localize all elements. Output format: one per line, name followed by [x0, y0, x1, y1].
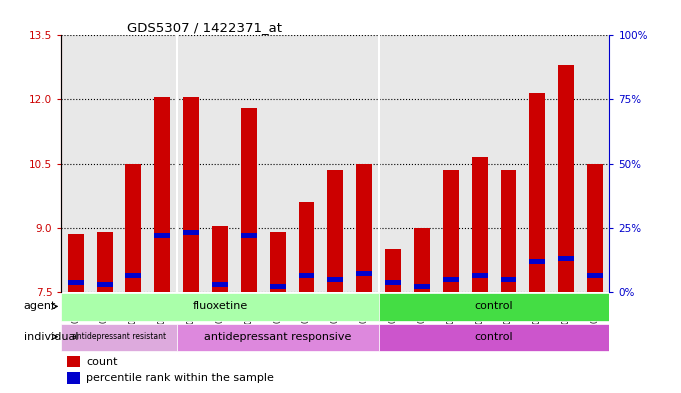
Bar: [125, 273, 142, 278]
Bar: [298, 202, 315, 292]
Text: control: control: [475, 301, 513, 311]
Bar: [414, 284, 430, 289]
Text: individual: individual: [24, 332, 78, 342]
Bar: [125, 163, 142, 292]
Bar: [558, 256, 574, 261]
Bar: [155, 233, 170, 238]
Bar: [558, 65, 574, 292]
Bar: [155, 97, 170, 292]
Bar: [183, 230, 199, 235]
Bar: [379, 294, 609, 321]
Bar: [68, 280, 84, 285]
Bar: [472, 273, 488, 278]
Bar: [67, 356, 80, 367]
Bar: [356, 271, 373, 277]
Bar: [501, 170, 516, 292]
Bar: [270, 284, 285, 289]
Text: GDS5307 / 1422371_at: GDS5307 / 1422371_at: [127, 21, 282, 34]
Bar: [587, 273, 603, 278]
Bar: [385, 280, 401, 285]
Bar: [61, 324, 176, 351]
Text: antidepressant resistant: antidepressant resistant: [72, 332, 166, 341]
Bar: [212, 282, 228, 287]
Bar: [241, 108, 257, 292]
Bar: [68, 234, 84, 292]
Bar: [298, 273, 315, 278]
Bar: [61, 294, 379, 321]
Bar: [97, 282, 112, 287]
Text: fluoxetine: fluoxetine: [192, 301, 248, 311]
Bar: [176, 324, 379, 351]
Bar: [472, 157, 488, 292]
Bar: [356, 163, 373, 292]
Bar: [270, 232, 285, 292]
Bar: [212, 226, 228, 292]
Text: control: control: [475, 332, 513, 342]
Bar: [97, 232, 112, 292]
Bar: [241, 233, 257, 238]
Bar: [385, 249, 401, 292]
Bar: [443, 170, 459, 292]
Bar: [529, 93, 545, 292]
Bar: [379, 324, 609, 351]
Bar: [183, 97, 199, 292]
Text: percentile rank within the sample: percentile rank within the sample: [86, 373, 274, 383]
Bar: [328, 170, 343, 292]
Bar: [443, 277, 459, 283]
Text: antidepressant responsive: antidepressant responsive: [204, 332, 351, 342]
Bar: [328, 277, 343, 283]
Text: count: count: [86, 356, 117, 367]
Bar: [587, 163, 603, 292]
Bar: [67, 372, 80, 384]
Bar: [529, 259, 545, 264]
Bar: [501, 277, 516, 283]
Text: agent: agent: [24, 301, 56, 311]
Bar: [414, 228, 430, 292]
